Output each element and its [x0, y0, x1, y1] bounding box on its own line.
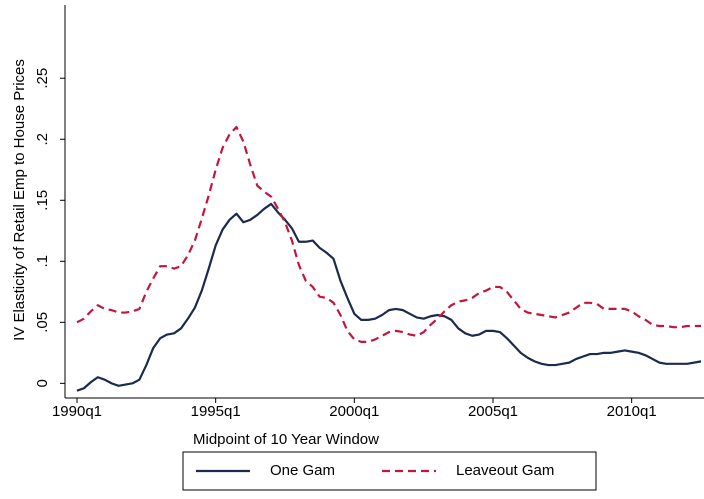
series-line: [76, 125, 701, 343]
y-tick-label: .15: [34, 190, 51, 211]
legend-label: One Gam: [270, 462, 335, 479]
x-tick-label: 1995q1: [191, 403, 241, 420]
y-tick-label: 0: [34, 379, 51, 387]
x-axis-title: Midpoint of 10 Year Window: [193, 431, 379, 448]
legend-box: [182, 451, 597, 491]
series-line: [76, 202, 702, 392]
x-tick-label: 1990q1: [52, 403, 102, 420]
legend-label: Leaveout Gam: [456, 462, 554, 479]
y-tick-label: .1: [34, 255, 51, 268]
y-axis-title: IV Elasticity of Retail Emp to House Pri…: [11, 59, 28, 341]
x-tick-label: 2010q1: [607, 403, 657, 420]
x-tick-label: 2005q1: [468, 403, 518, 420]
y-tick-label: .25: [34, 68, 51, 89]
y-tick-label: .2: [34, 133, 51, 146]
x-tick-label: 2000q1: [329, 403, 379, 420]
y-tick-label: .05: [34, 312, 51, 333]
